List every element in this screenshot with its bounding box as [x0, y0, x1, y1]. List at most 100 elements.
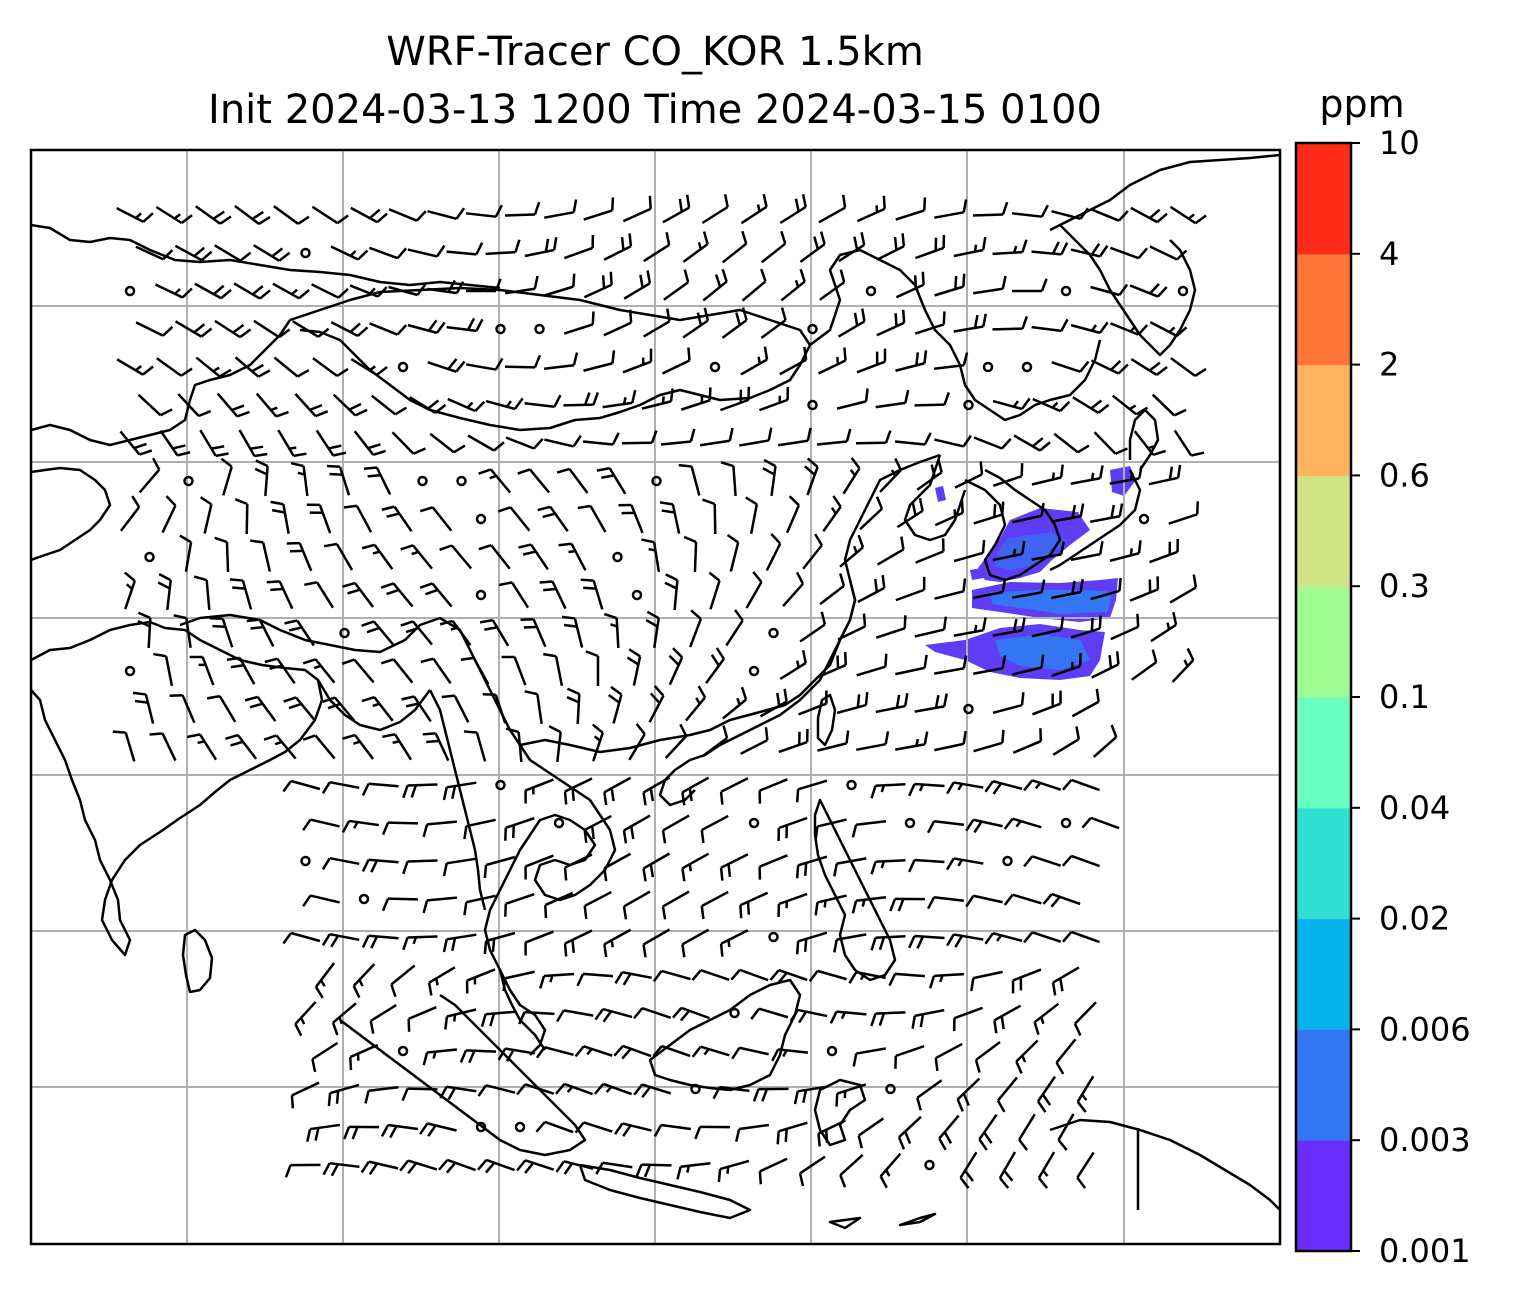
wind-barb-feather [1149, 283, 1160, 295]
wind-barb-feather [479, 618, 494, 624]
wind-barb-shaft [953, 857, 984, 865]
wind-barb-feather [494, 357, 504, 371]
wind-barb-feather [1021, 1055, 1027, 1063]
wind-barb-feather [901, 309, 906, 323]
wind-barb [642, 776, 671, 806]
wind-barb-feather [583, 829, 588, 844]
wind-barb-shaft [195, 205, 221, 225]
wind-barb-feather [1001, 655, 1007, 669]
wind-barb-shaft [914, 858, 945, 864]
wind-barb-feather [696, 312, 703, 326]
wind-barb-feather [1040, 654, 1045, 668]
wind-barb-shaft [661, 969, 691, 981]
wind-barb-feather [405, 626, 419, 634]
wind-barb-feather [356, 326, 369, 337]
wind-barb-shaft [818, 206, 846, 224]
wind-barb-shaft [798, 702, 827, 716]
wind-barb [671, 1006, 711, 1022]
wind-barb-feather [372, 550, 380, 555]
wind-barb-shaft [1170, 357, 1196, 377]
wind-barb [628, 723, 646, 761]
wind-barb-shaft [816, 440, 848, 446]
wind-barb [758, 1157, 788, 1185]
wind-barb-feather [380, 658, 394, 665]
wind-barb-shaft [914, 403, 945, 407]
wind-barb [388, 283, 427, 297]
wind-barb-shaft [660, 1123, 692, 1131]
calm-wind-circle [475, 513, 487, 525]
wind-barb [563, 392, 600, 407]
wind-barb [633, 1007, 672, 1020]
wind-barb [683, 535, 698, 573]
wind-barb-feather [688, 788, 693, 802]
wind-barb [370, 394, 408, 416]
wind-barb-shaft [218, 695, 237, 723]
wind-barb-shaft [738, 1123, 770, 1131]
wind-barb-shaft [978, 1113, 998, 1141]
wind-barb [745, 496, 759, 534]
coastline-sulawesi [813, 1078, 867, 1147]
wind-barb [621, 430, 658, 445]
wind-barb [485, 239, 521, 256]
wind-barb-feather [343, 504, 358, 509]
wind-barb [721, 307, 748, 339]
wind-barb-feather [763, 458, 777, 468]
wind-barb [574, 1121, 613, 1134]
wind-barb-feather [1172, 611, 1178, 626]
wind-barb-feather [336, 367, 349, 377]
wind-barb [1051, 503, 1085, 523]
wind-barb-feather [1129, 404, 1137, 411]
wind-barb [1109, 540, 1142, 562]
wind-barb-shaft [311, 283, 339, 299]
wind-barb-shaft [875, 401, 906, 409]
wind-barb-feather [916, 1097, 922, 1111]
wind-barb [1051, 578, 1084, 600]
wind-barb-feather [1098, 541, 1104, 555]
wind-barb-feather [782, 1049, 788, 1058]
wind-barb [614, 1122, 652, 1137]
wind-barb [895, 271, 925, 299]
wind-barb [361, 695, 394, 722]
wind-barb-feather [908, 935, 916, 949]
wind-barb-shaft [719, 1159, 750, 1171]
wind-barb-feather [125, 583, 133, 590]
wind-barb-shaft [1052, 966, 1080, 984]
wind-barb [294, 393, 329, 418]
wind-barb-feather [554, 1083, 566, 1095]
wind-barb [206, 694, 237, 723]
wind-barb-shaft [797, 779, 828, 791]
wind-barb-feather [311, 1058, 317, 1073]
wind-barb-feather [412, 936, 418, 945]
wind-barb-feather [715, 647, 725, 660]
colorbar-band [1296, 253, 1351, 366]
wind-barb-shaft [368, 858, 399, 864]
wind-barb [214, 319, 252, 339]
wind-barb [1031, 541, 1065, 561]
wind-barb [1111, 394, 1149, 416]
wind-barb-feather [823, 900, 827, 908]
wind-barb [726, 533, 740, 572]
wind-barb-shaft [1091, 663, 1119, 679]
wind-barb [476, 1158, 516, 1174]
wind-barb-feather [962, 655, 968, 669]
wind-barb-feather [830, 507, 837, 515]
wind-barb-shaft [563, 323, 594, 335]
wind-barb-shaft [799, 623, 826, 643]
wind-barb-feather [574, 1045, 585, 1058]
wind-barb-feather [484, 626, 498, 631]
wind-barb [135, 321, 174, 337]
wind-barb-feather [880, 784, 886, 793]
wind-barb-feather [962, 578, 967, 592]
wind-barb [583, 350, 616, 372]
wind-barb-feather [251, 285, 264, 296]
wind-barb [119, 430, 153, 456]
wind-barb-shaft [1031, 779, 1062, 791]
wind-barb-shaft [583, 362, 613, 372]
wind-barb-shaft [1051, 664, 1081, 678]
wind-barb [908, 782, 945, 797]
wind-barb-shaft [857, 586, 885, 604]
wind-barb-feather [377, 286, 388, 298]
wind-barb-shaft [234, 205, 260, 225]
wind-barb-shaft [338, 466, 351, 496]
wind-barb [593, 1082, 633, 1096]
